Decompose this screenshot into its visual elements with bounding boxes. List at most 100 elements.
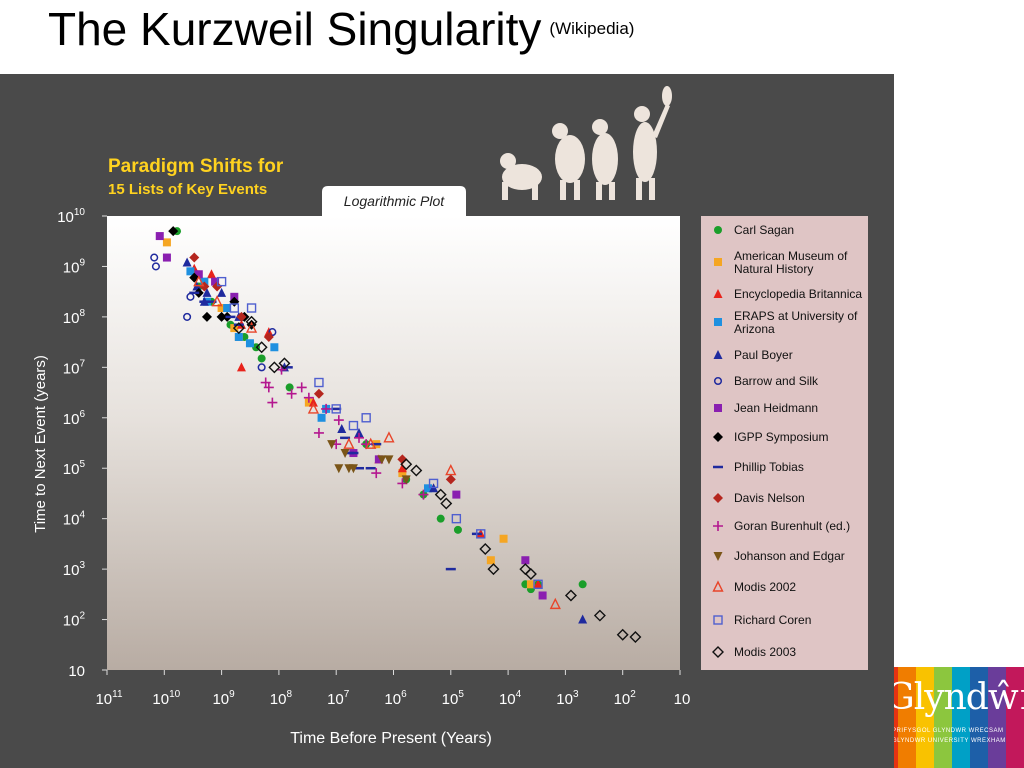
data-point [521, 556, 530, 565]
data-point [263, 331, 274, 342]
slide-title-text: The Kurzweil Singularity [48, 3, 542, 55]
x-tick-label: 106 [384, 689, 407, 708]
data-point [162, 238, 171, 247]
university-logo: Glyndŵr PRIFYSGOL GLYNDWR WRECSAM GLYNDW… [880, 667, 1024, 768]
y-tick-label: 104 [63, 510, 86, 529]
legend-marker [713, 432, 723, 442]
legend-marker [714, 318, 722, 326]
data-point [278, 357, 291, 370]
legend-label: Phillip Tobias [734, 460, 804, 474]
legend-marker [713, 552, 723, 561]
data-point [348, 420, 359, 431]
legend: Carl Sagan American Museum of Natural Hist… [712, 223, 862, 659]
data-point [314, 377, 324, 388]
y-tick-label: 108 [63, 308, 86, 327]
legend-marker [714, 258, 722, 266]
legend-label: Davis Nelson [734, 491, 805, 505]
slide-title-source: (Wikipedia) [549, 18, 635, 38]
x-tick-label: 1011 [95, 689, 123, 708]
y-axis-label: Time to Next Event (years) [32, 355, 49, 533]
data-point [202, 287, 212, 297]
data-point [397, 454, 408, 465]
data-point [578, 580, 587, 589]
data-point [440, 497, 453, 510]
y-tick-label-base: 10 [57, 209, 74, 226]
y-tick-label-exp: 4 [79, 510, 85, 521]
data-point [365, 437, 377, 449]
y-tick-label-base: 10 [63, 310, 80, 327]
legend-label: American Museum of Natural History [734, 249, 848, 276]
data-point [354, 427, 364, 437]
data-point [246, 303, 257, 313]
data-point [189, 272, 200, 283]
ape-figure-3 [592, 119, 618, 200]
data-points [150, 226, 642, 644]
data-point [445, 474, 456, 485]
data-point [333, 415, 344, 426]
data-point [216, 311, 227, 322]
x-tick-label-base: 10 [442, 691, 459, 708]
data-point [162, 253, 171, 262]
data-point [377, 455, 387, 465]
y-tick-label: 103 [63, 560, 86, 579]
x-tick-label: 1010 [152, 689, 180, 708]
data-point [257, 354, 266, 363]
legend-label: Jean Heidmann [734, 401, 818, 415]
y-tick-label-exp: 9 [79, 257, 85, 268]
data-point [236, 362, 246, 372]
x-tick-label-base: 10 [556, 691, 573, 708]
data-point [236, 311, 247, 322]
y-tick-label-base: 10 [63, 512, 80, 529]
x-tick-label-exp: 3 [573, 689, 579, 700]
x-tick-label-base: 10 [95, 691, 112, 708]
legend-label: Carl Sagan [734, 223, 794, 237]
x-tick-label-exp: 2 [630, 689, 636, 700]
data-point [207, 269, 217, 279]
data-point [397, 463, 407, 473]
x-axis-ticks: 1011 1010 109 108 107 106 105 104 103 102 10 [95, 670, 690, 708]
x-tick-label-base: 10 [614, 691, 631, 708]
human-figure-with-torch [633, 86, 672, 200]
data-point [371, 468, 382, 479]
data-point [578, 614, 588, 624]
data-point [150, 253, 159, 262]
y-tick-label: 1010 [57, 207, 85, 226]
data-point [267, 397, 278, 408]
data-point [343, 437, 355, 449]
plot-area [107, 216, 680, 670]
data-point [212, 281, 223, 292]
x-tick-label: 104 [499, 689, 522, 708]
data-point [217, 304, 226, 313]
x-tick-label-base: 10 [674, 691, 691, 708]
legend-label: Goran Burenhult (ed.) [734, 519, 850, 533]
y-tick-label-base: 10 [63, 259, 80, 276]
y-tick-label: 109 [63, 257, 86, 276]
x-tick-label: 10 [674, 691, 691, 708]
data-point [361, 413, 371, 423]
data-point [533, 579, 543, 589]
x-tick-label-exp: 8 [286, 689, 292, 700]
data-point [296, 382, 307, 393]
x-axis-label: Time Before Present (Years) [290, 730, 492, 747]
data-point [533, 579, 543, 589]
data-point [418, 489, 429, 500]
x-tick-label-exp: 4 [516, 689, 522, 700]
y-tick-label-base: 10 [63, 360, 80, 377]
data-point [452, 490, 461, 499]
legend-marker [714, 404, 722, 412]
data-point [423, 484, 432, 493]
x-tick-label-base: 10 [327, 691, 344, 708]
logo-line-1: PRIFYSGOL GLYNDWR WRECSAM [892, 728, 1004, 734]
y-tick-label-exp: 3 [79, 560, 85, 571]
y-tick-label-exp: 5 [79, 459, 85, 470]
data-point [428, 478, 439, 489]
data-point [232, 322, 245, 335]
chart-subtitle: 15 Lists of Key Events [108, 181, 267, 198]
legend-marker [713, 521, 723, 531]
x-tick-label: 103 [556, 689, 579, 708]
legend-marker [712, 580, 724, 592]
data-point [313, 388, 324, 399]
data-point [476, 529, 486, 539]
data-point [285, 383, 294, 392]
